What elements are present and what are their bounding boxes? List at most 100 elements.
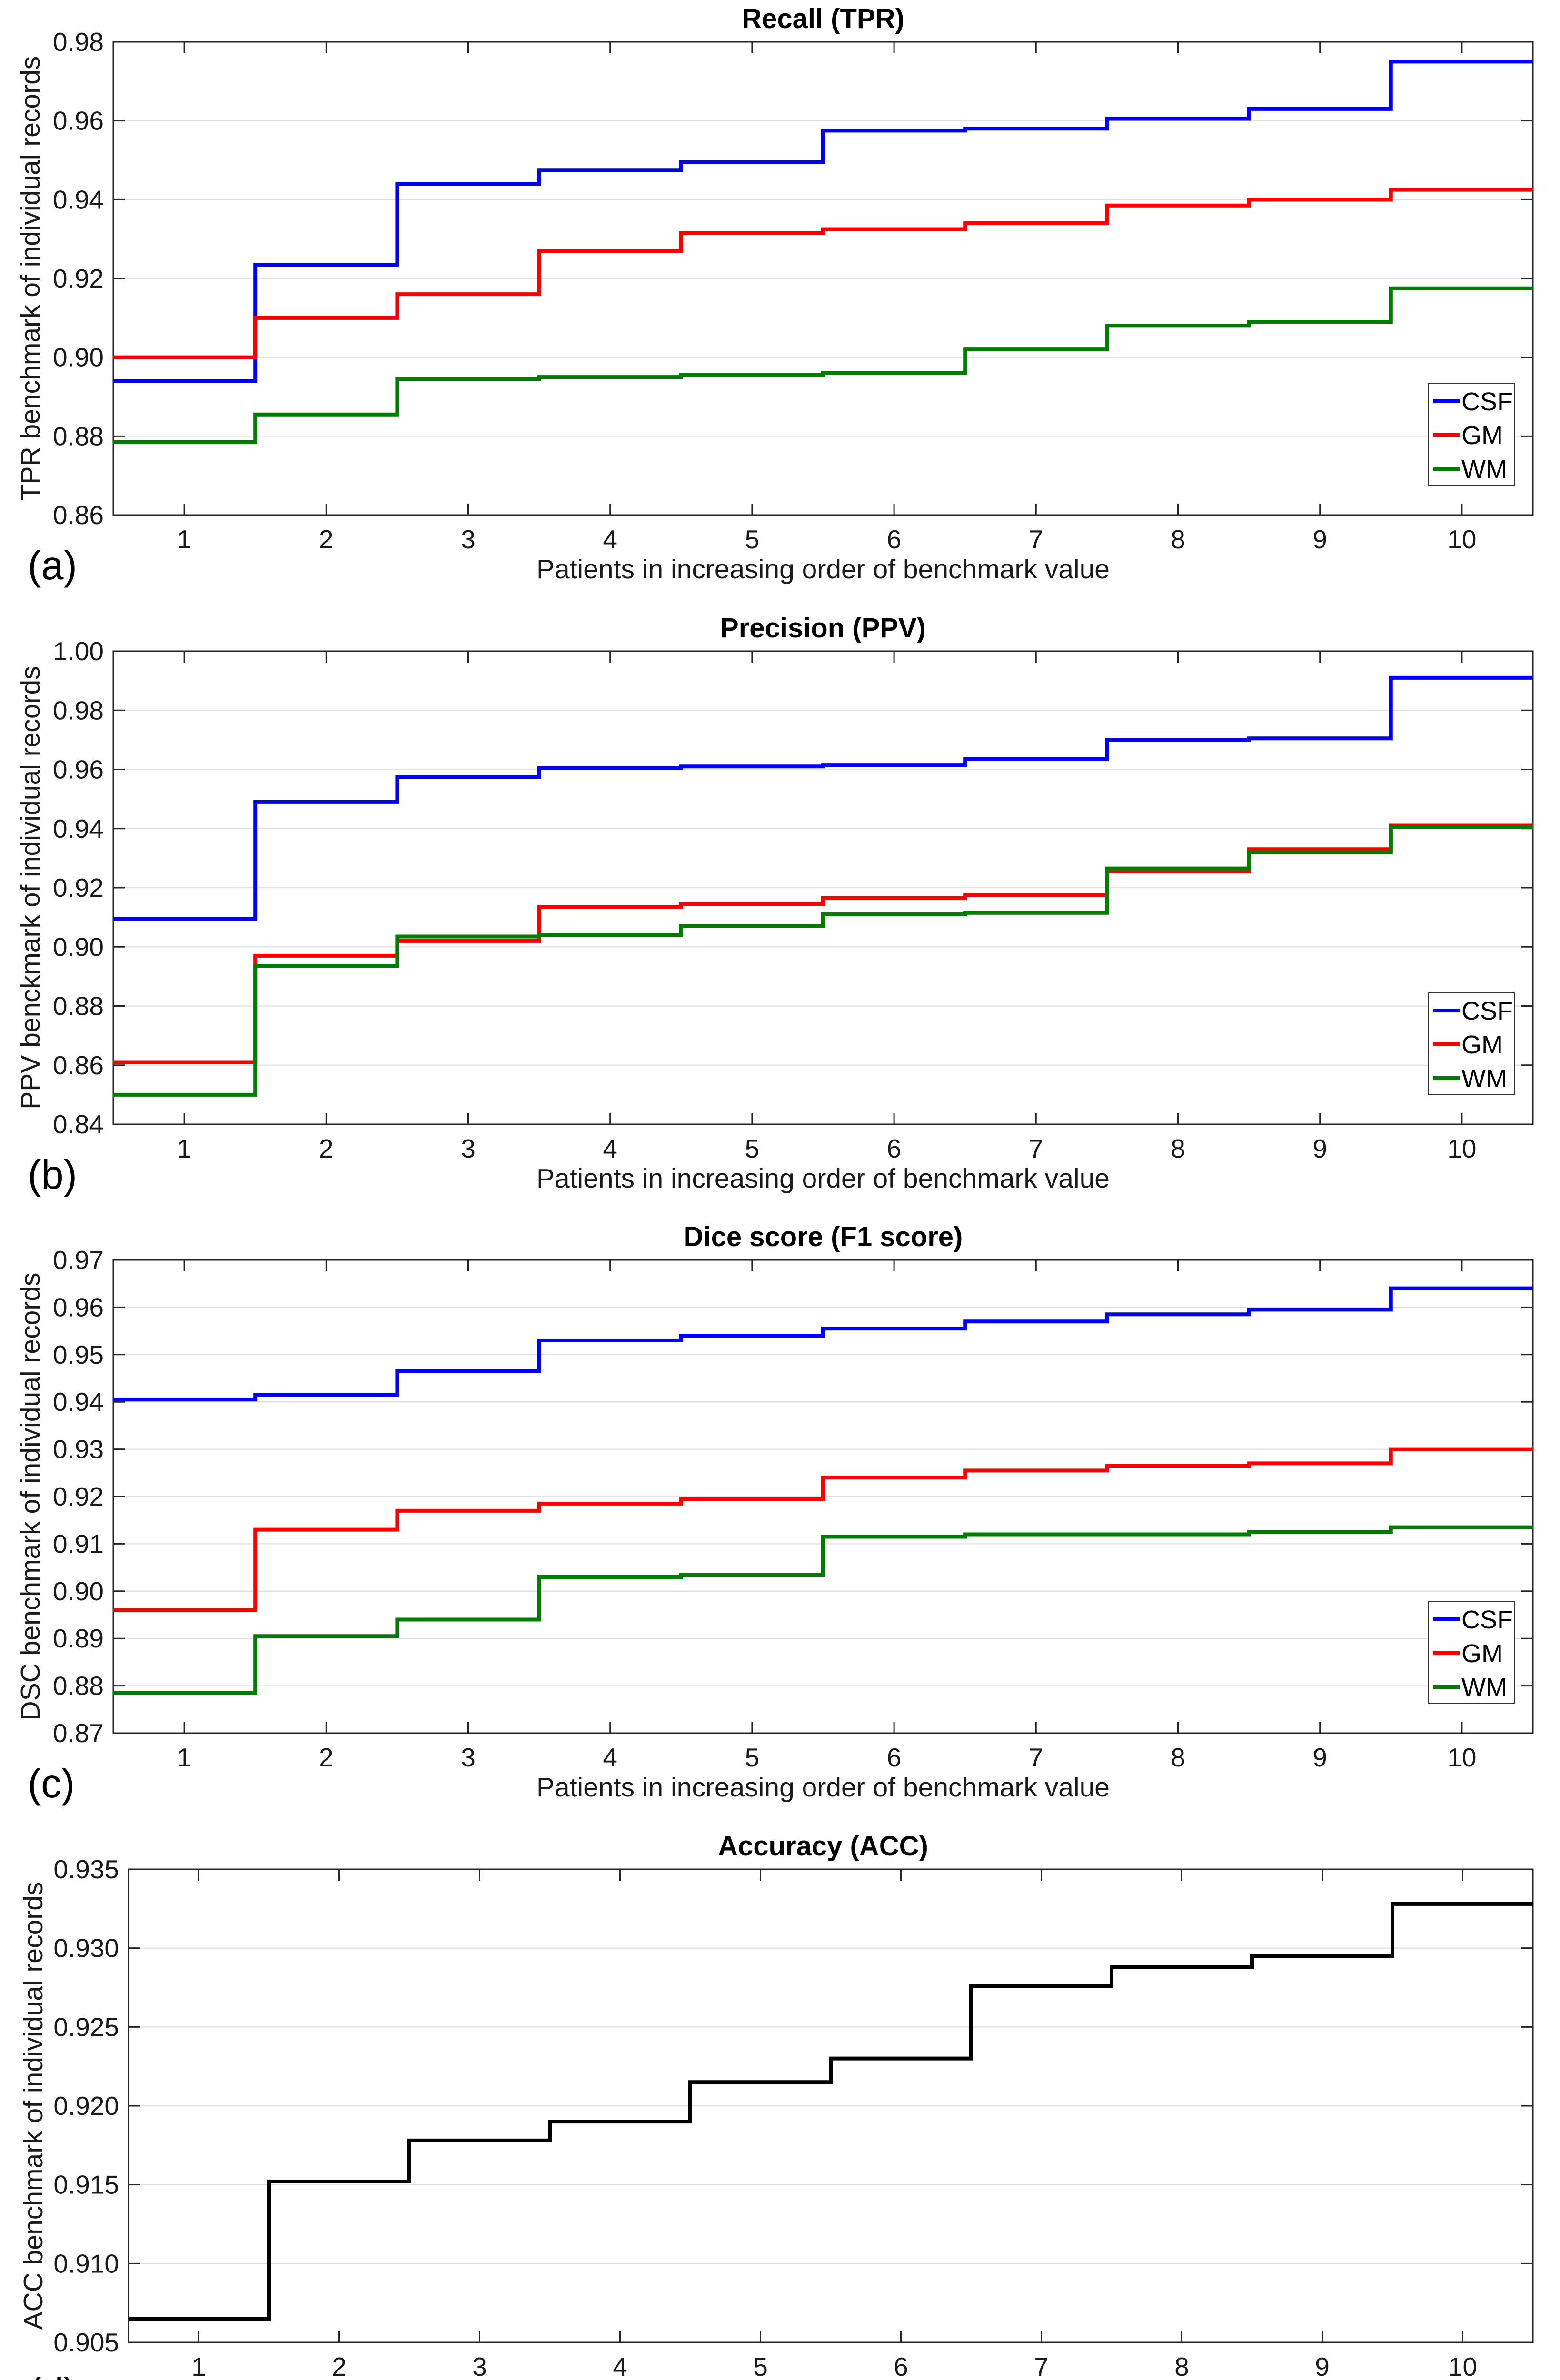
x-tick-label: 3: [461, 1134, 476, 1163]
panel-b-precision: 0.84 0.86 0.88 0.90 0.92 0.94 0.96 0.98 1.00 1 2 3 4…: [0, 609, 1560, 1218]
x-axis-label: Patients in increasing order of benchmar…: [537, 554, 1110, 585]
y-tick-label: 0.98: [53, 27, 104, 57]
y-axis-label: PPV benckmark of individual records: [15, 666, 46, 1110]
panel-a-recall: 0.86 0.88 0.90 0.92 0.94 0.96 0.98 1 2 3 4 5 6 7 8 9 10 C…: [0, 0, 1560, 609]
y-tick-label: 0.92: [53, 264, 104, 293]
tick-labels: 0.87 0.88 0.89 0.90 0.91 0.92 0.93 0.94 0.95 0.96…: [53, 1245, 1477, 1772]
x-tick-label: 9: [1312, 1134, 1327, 1163]
precision-plot-area: 0.84 0.86 0.88 0.90 0.92 0.94 0.96 0.98 1.00 1 2 3 4…: [53, 636, 1534, 1163]
gridlines: [129, 1947, 1533, 2264]
series-ACC: [129, 1902, 1533, 2321]
legend-label: GM: [1461, 421, 1503, 450]
y-tick-label: 0.90: [53, 343, 104, 372]
legend-label: GM: [1461, 1031, 1503, 1059]
y-tick-label: 1.00: [53, 636, 104, 666]
recall-plot-area: 0.86 0.88 0.90 0.92 0.94 0.96 0.98 1 2 3 4 5 6 7 8 9 10 C…: [53, 27, 1534, 554]
x-tick-label: 1: [177, 525, 192, 554]
y-tick-label: 0.86: [53, 1051, 104, 1080]
y-tick-label: 0.84: [53, 1110, 104, 1139]
x-tick-label: 6: [887, 1743, 902, 1772]
y-tick-label: 0.905: [53, 2328, 119, 2357]
x-tick-label: 8: [1171, 1743, 1185, 1772]
x-tick-label: 9: [1312, 1743, 1327, 1772]
panel-letter: (a): [28, 543, 77, 588]
series-CSF: [113, 60, 1533, 383]
y-tick-label: 0.90: [53, 932, 104, 962]
y-tick-label: 0.86: [53, 500, 104, 530]
x-tick-label: 1: [177, 1743, 192, 1772]
y-tick-label: 0.915: [53, 2170, 119, 2200]
chart-title: Dice score (F1 score): [683, 1221, 963, 1252]
panel-letter: (b): [28, 1152, 77, 1198]
x-tick-label: 9: [1315, 2352, 1330, 2380]
y-tick-label: 0.925: [53, 2012, 119, 2042]
y-tick-label: 0.94: [53, 185, 104, 214]
y-tick-label: 0.88: [53, 992, 104, 1021]
x-tick-label: 3: [461, 1743, 476, 1772]
x-tick-label: 3: [461, 525, 476, 554]
tick-labels: 0.84 0.86 0.88 0.90 0.92 0.94 0.96 0.98 1.00 1 2 3 4…: [53, 636, 1477, 1163]
x-tick-label: 1: [191, 2352, 206, 2380]
legend: CSF GM WM: [1428, 383, 1515, 486]
x-tick-label: 4: [613, 2352, 627, 2380]
y-tick-label: 0.94: [53, 1387, 104, 1417]
x-tick-label: 6: [887, 525, 902, 554]
x-tick-label: 7: [1029, 1743, 1043, 1772]
gridlines: [113, 1307, 1533, 1686]
chart-title: Precision (PPV): [720, 613, 926, 644]
panel-letter: (c): [28, 1761, 75, 1806]
y-tick-label: 0.96: [53, 106, 104, 136]
dice-plot-area: 0.87 0.88 0.89 0.90 0.91 0.92 0.93 0.94 0.95 0.96…: [53, 1245, 1534, 1772]
x-tick-label: 10: [1448, 2352, 1477, 2380]
x-tick-label: 10: [1447, 525, 1476, 554]
chart-title: Accuracy (ACC): [718, 1831, 928, 1862]
y-tick-label: 0.95: [53, 1340, 104, 1369]
panel-c-dice: 0.87 0.88 0.89 0.90 0.91 0.92 0.93 0.94 0.95 0.96…: [0, 1218, 1560, 1827]
legend-label: WM: [1461, 455, 1507, 484]
x-axis-label: Patients in increasing order of benchmar…: [537, 1163, 1110, 1194]
x-tick-label: 7: [1029, 525, 1043, 554]
x-tick-label: 7: [1034, 2352, 1049, 2380]
y-tick-label: 0.88: [53, 1671, 104, 1701]
axis-ticks: [113, 1259, 1533, 1734]
x-tick-label: 8: [1174, 2352, 1189, 2380]
y-tick-label: 0.93: [53, 1435, 104, 1464]
y-tick-label: 0.92: [53, 873, 104, 902]
series-GM: [113, 1447, 1533, 1612]
axis-ticks: [129, 1868, 1533, 2343]
x-tick-label: 7: [1029, 1134, 1043, 1163]
y-tick-label: 0.89: [53, 1624, 104, 1653]
y-tick-label: 0.91: [53, 1529, 104, 1558]
y-tick-label: 0.96: [53, 1292, 104, 1322]
x-tick-label: 2: [332, 2352, 347, 2380]
x-tick-label: 10: [1447, 1134, 1476, 1163]
y-tick-label: 0.97: [53, 1245, 104, 1275]
chart-title: Recall (TPR): [742, 3, 904, 34]
panel-d-accuracy: 0.905 0.910 0.915 0.920 0.925 0.930 0.935 1 2 3 4 5…: [0, 1827, 1560, 2380]
legend: CSF GM WM: [1428, 992, 1515, 1095]
x-tick-label: 4: [603, 525, 617, 554]
gridlines: [113, 710, 1533, 1066]
x-tick-label: 2: [319, 1134, 334, 1163]
x-tick-label: 1: [177, 1134, 192, 1163]
gridlines: [113, 120, 1533, 437]
series-CSF: [113, 1286, 1533, 1402]
x-tick-label: 5: [745, 525, 760, 554]
y-tick-label: 0.920: [53, 2091, 119, 2121]
axis-ticks: [113, 41, 1533, 516]
y-tick-label: 0.910: [53, 2249, 119, 2278]
x-tick-label: 8: [1171, 525, 1185, 554]
series-WM: [113, 286, 1533, 444]
y-tick-label: 0.98: [53, 695, 104, 725]
legend-label: CSF: [1461, 387, 1513, 416]
x-tick-label: 5: [753, 2352, 768, 2380]
x-tick-label: 8: [1171, 1134, 1185, 1163]
legend-label: CSF: [1461, 1606, 1513, 1634]
y-axis-label: ACC benchmark of individual records: [18, 1882, 49, 2330]
y-tick-label: 0.930: [53, 1934, 119, 1963]
legend-label: CSF: [1461, 997, 1513, 1025]
y-axis-label: TPR benchmark of individual records: [15, 56, 46, 501]
tick-labels: 0.86 0.88 0.90 0.92 0.94 0.96 0.98 1 2 3 4 5 6 7 8 9 10: [53, 27, 1477, 554]
x-tick-label: 5: [745, 1134, 760, 1163]
x-axis-label: Patients in increasing order of benchmar…: [537, 1772, 1110, 1803]
